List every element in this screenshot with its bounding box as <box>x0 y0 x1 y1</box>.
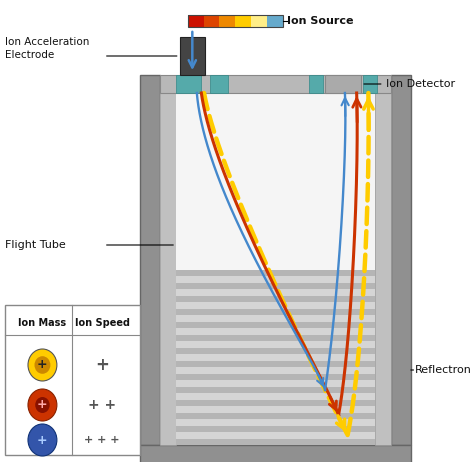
Polygon shape <box>180 37 205 75</box>
Polygon shape <box>235 15 251 27</box>
Polygon shape <box>160 75 176 445</box>
Polygon shape <box>176 374 375 380</box>
Polygon shape <box>391 75 411 445</box>
Text: +: + <box>37 399 48 412</box>
Polygon shape <box>309 75 323 93</box>
Circle shape <box>28 424 57 456</box>
Polygon shape <box>176 75 375 445</box>
Polygon shape <box>176 283 375 290</box>
Text: + + +: + + + <box>84 435 120 445</box>
Text: +: + <box>95 356 109 374</box>
Polygon shape <box>176 413 375 419</box>
Polygon shape <box>325 75 361 93</box>
Polygon shape <box>176 335 375 341</box>
Text: Flight Tube: Flight Tube <box>5 240 65 250</box>
Polygon shape <box>176 75 201 93</box>
Polygon shape <box>140 445 411 462</box>
Text: Reflectron: Reflectron <box>415 365 472 375</box>
Polygon shape <box>204 15 219 27</box>
Circle shape <box>28 349 57 381</box>
Text: Ion Source: Ion Source <box>287 16 354 26</box>
Polygon shape <box>176 361 375 367</box>
Text: Ion Detector: Ion Detector <box>385 79 455 89</box>
Polygon shape <box>176 322 375 328</box>
Polygon shape <box>219 15 235 27</box>
Polygon shape <box>176 400 375 406</box>
Polygon shape <box>160 75 391 445</box>
Polygon shape <box>176 387 375 393</box>
Circle shape <box>35 356 50 374</box>
Text: Ion Acceleration
Electrode: Ion Acceleration Electrode <box>5 37 89 60</box>
Polygon shape <box>176 270 375 445</box>
Polygon shape <box>375 75 391 445</box>
Polygon shape <box>176 270 375 276</box>
Polygon shape <box>188 15 204 27</box>
Polygon shape <box>176 348 375 354</box>
Polygon shape <box>176 296 375 303</box>
Polygon shape <box>176 438 375 445</box>
Polygon shape <box>140 75 160 445</box>
Polygon shape <box>363 75 377 93</box>
Circle shape <box>28 389 57 421</box>
Text: +: + <box>37 433 48 446</box>
Polygon shape <box>5 305 140 455</box>
Text: + +: + + <box>88 398 116 412</box>
Polygon shape <box>210 75 228 93</box>
Polygon shape <box>176 309 375 316</box>
Polygon shape <box>176 426 375 432</box>
Polygon shape <box>267 15 283 27</box>
Polygon shape <box>251 15 267 27</box>
Text: +: + <box>37 359 48 371</box>
Text: Ion Mass: Ion Mass <box>18 318 66 328</box>
Polygon shape <box>160 75 391 93</box>
Text: Ion Speed: Ion Speed <box>74 318 129 328</box>
Circle shape <box>35 397 50 413</box>
